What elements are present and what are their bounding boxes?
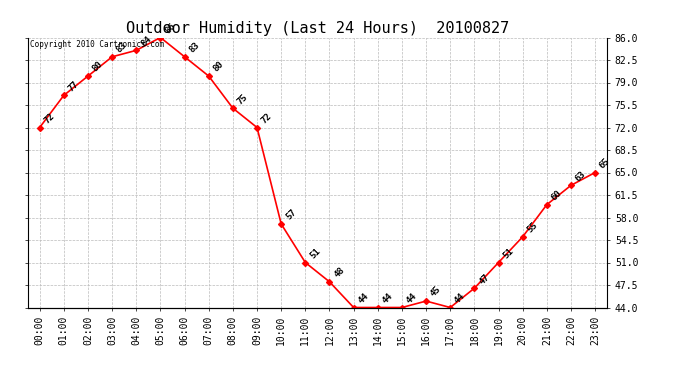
Text: 47: 47 [477, 272, 491, 286]
Text: 80: 80 [212, 60, 226, 74]
Text: 80: 80 [91, 60, 105, 74]
Text: 51: 51 [502, 246, 515, 260]
Text: 44: 44 [381, 291, 395, 305]
Text: 57: 57 [284, 208, 298, 222]
Text: 44: 44 [405, 291, 419, 305]
Text: 45: 45 [429, 285, 443, 299]
Text: Copyright 2010 Cartronics.com: Copyright 2010 Cartronics.com [30, 40, 165, 49]
Text: 75: 75 [236, 92, 250, 106]
Text: 84: 84 [139, 34, 153, 48]
Text: 77: 77 [67, 79, 81, 93]
Text: 51: 51 [308, 246, 322, 260]
Text: 44: 44 [357, 291, 371, 305]
Text: 83: 83 [115, 40, 129, 55]
Text: 63: 63 [574, 169, 588, 183]
Text: 60: 60 [550, 189, 564, 202]
Title: Outdoor Humidity (Last 24 Hours)  20100827: Outdoor Humidity (Last 24 Hours) 2010082… [126, 21, 509, 36]
Text: 55: 55 [526, 220, 540, 235]
Text: 72: 72 [260, 111, 274, 125]
Text: 65: 65 [598, 156, 612, 170]
Text: 86: 86 [164, 21, 177, 35]
Text: 83: 83 [188, 40, 201, 55]
Text: 44: 44 [453, 291, 467, 305]
Text: 72: 72 [43, 111, 57, 125]
Text: 48: 48 [333, 266, 346, 280]
